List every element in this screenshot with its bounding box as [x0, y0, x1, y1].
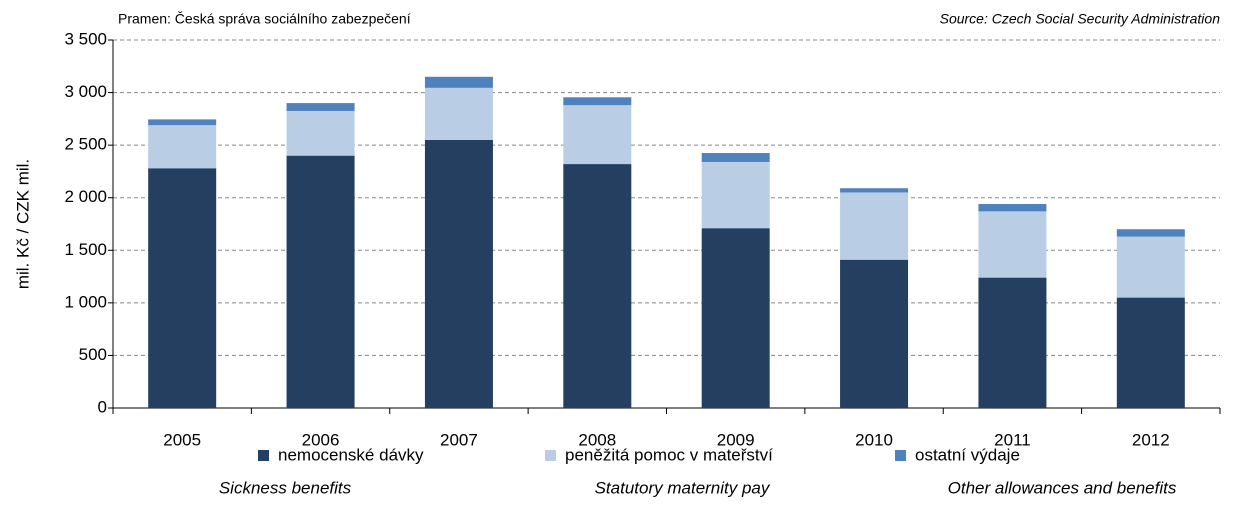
bar-segment: [840, 188, 909, 193]
x-tick-label: 2011: [994, 430, 1031, 449]
bar-segment: [563, 105, 632, 165]
source-en: Source: Czech Social Security Administra…: [940, 11, 1221, 27]
y-tick-label: 500: [79, 345, 107, 364]
y-axis-label: mil. Kč / CZK mil.: [13, 159, 32, 289]
bar-segment: [701, 153, 770, 162]
bar-segment: [286, 110, 355, 156]
x-tick-label: 2006: [302, 430, 340, 449]
x-tick-label: 2007: [440, 430, 478, 449]
x-tick-label: 2005: [163, 430, 201, 449]
y-tick-label: 1 500: [64, 240, 107, 259]
legend-swatch: [895, 450, 906, 461]
bar-segment: [1116, 229, 1185, 237]
bar-segment: [424, 87, 493, 140]
y-tick-label: 2 000: [64, 187, 107, 206]
bar-segment: [1116, 297, 1185, 408]
bar-segment: [424, 76, 493, 88]
legend-swatch: [258, 450, 269, 461]
x-tick-label: 2010: [855, 430, 893, 449]
bar-segment: [840, 259, 909, 408]
x-tick-label: 2009: [717, 430, 755, 449]
legend-label-en: Sickness benefits: [219, 478, 352, 497]
bar-segment: [1116, 236, 1185, 298]
bar-segment: [286, 155, 355, 408]
bar-segment: [978, 277, 1047, 408]
bar-segment: [148, 125, 217, 169]
bar-segment: [978, 204, 1047, 212]
source-cz: Pramen: Česká správa sociálního zabezpeč…: [118, 11, 411, 27]
y-tick-label: 2 500: [64, 135, 107, 154]
legend-swatch: [545, 450, 556, 461]
bar-segment: [286, 103, 355, 111]
bar-segment: [148, 168, 217, 408]
x-tick-label: 2008: [578, 430, 616, 449]
legend-label: peněžitá pomoc v mateřství: [565, 445, 773, 464]
bar-segment: [148, 119, 217, 126]
bar-segment: [424, 139, 493, 408]
bar-segment: [701, 228, 770, 408]
bar-segment: [563, 164, 632, 408]
y-tick-label: 0: [98, 397, 107, 416]
legend-label-en: Statutory maternity pay: [595, 478, 771, 497]
legend-label: ostatní výdaje: [915, 445, 1020, 464]
legend-label: nemocenské dávky: [278, 445, 424, 464]
y-tick-label: 3 500: [64, 29, 107, 48]
bar-segment: [978, 211, 1047, 278]
x-tick-label: 2012: [1132, 430, 1170, 449]
y-tick-label: 3 000: [64, 82, 107, 101]
bar-segment: [563, 97, 632, 106]
bar-segment: [701, 161, 770, 229]
y-tick-label: 1 000: [64, 292, 107, 311]
legend-label-en: Other allowances and benefits: [948, 478, 1177, 497]
bar-segment: [840, 192, 909, 260]
